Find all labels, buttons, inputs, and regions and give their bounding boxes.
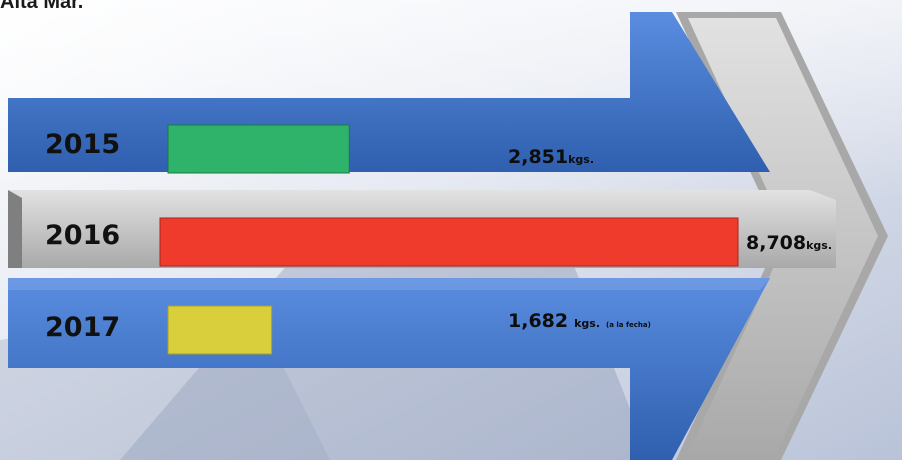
value-note-2017: (a la fecha) xyxy=(606,321,651,329)
gray-band-shadow xyxy=(8,190,22,268)
value-number-2017: 1,682 xyxy=(508,310,568,332)
value-unit-2016: kgs. xyxy=(806,239,832,252)
title-fragment: Alta Mar. xyxy=(0,0,84,13)
year-label-2015: 2015 xyxy=(45,129,120,160)
bar-2015 xyxy=(167,124,350,174)
value-unit-2017: kgs. xyxy=(574,317,600,330)
bar-2016 xyxy=(159,217,739,267)
year-label-2017: 2017 xyxy=(45,312,120,343)
year-label-2016: 2016 xyxy=(45,220,120,251)
value-number-2016: 8,708 xyxy=(746,232,806,254)
gray-chevron-arrow-face xyxy=(688,18,878,454)
blue-arrow-lower-top-edge xyxy=(8,278,770,290)
value-number-2015: 2,851 xyxy=(508,146,568,168)
value-label-2015: 2,851kgs. xyxy=(508,146,594,168)
bar-2017 xyxy=(167,305,273,355)
value-label-2017: 1,682 kgs. (a la fecha) xyxy=(508,310,651,332)
value-label-2016: 8,708kgs. xyxy=(746,232,832,254)
value-unit-2015: kgs. xyxy=(568,153,594,166)
